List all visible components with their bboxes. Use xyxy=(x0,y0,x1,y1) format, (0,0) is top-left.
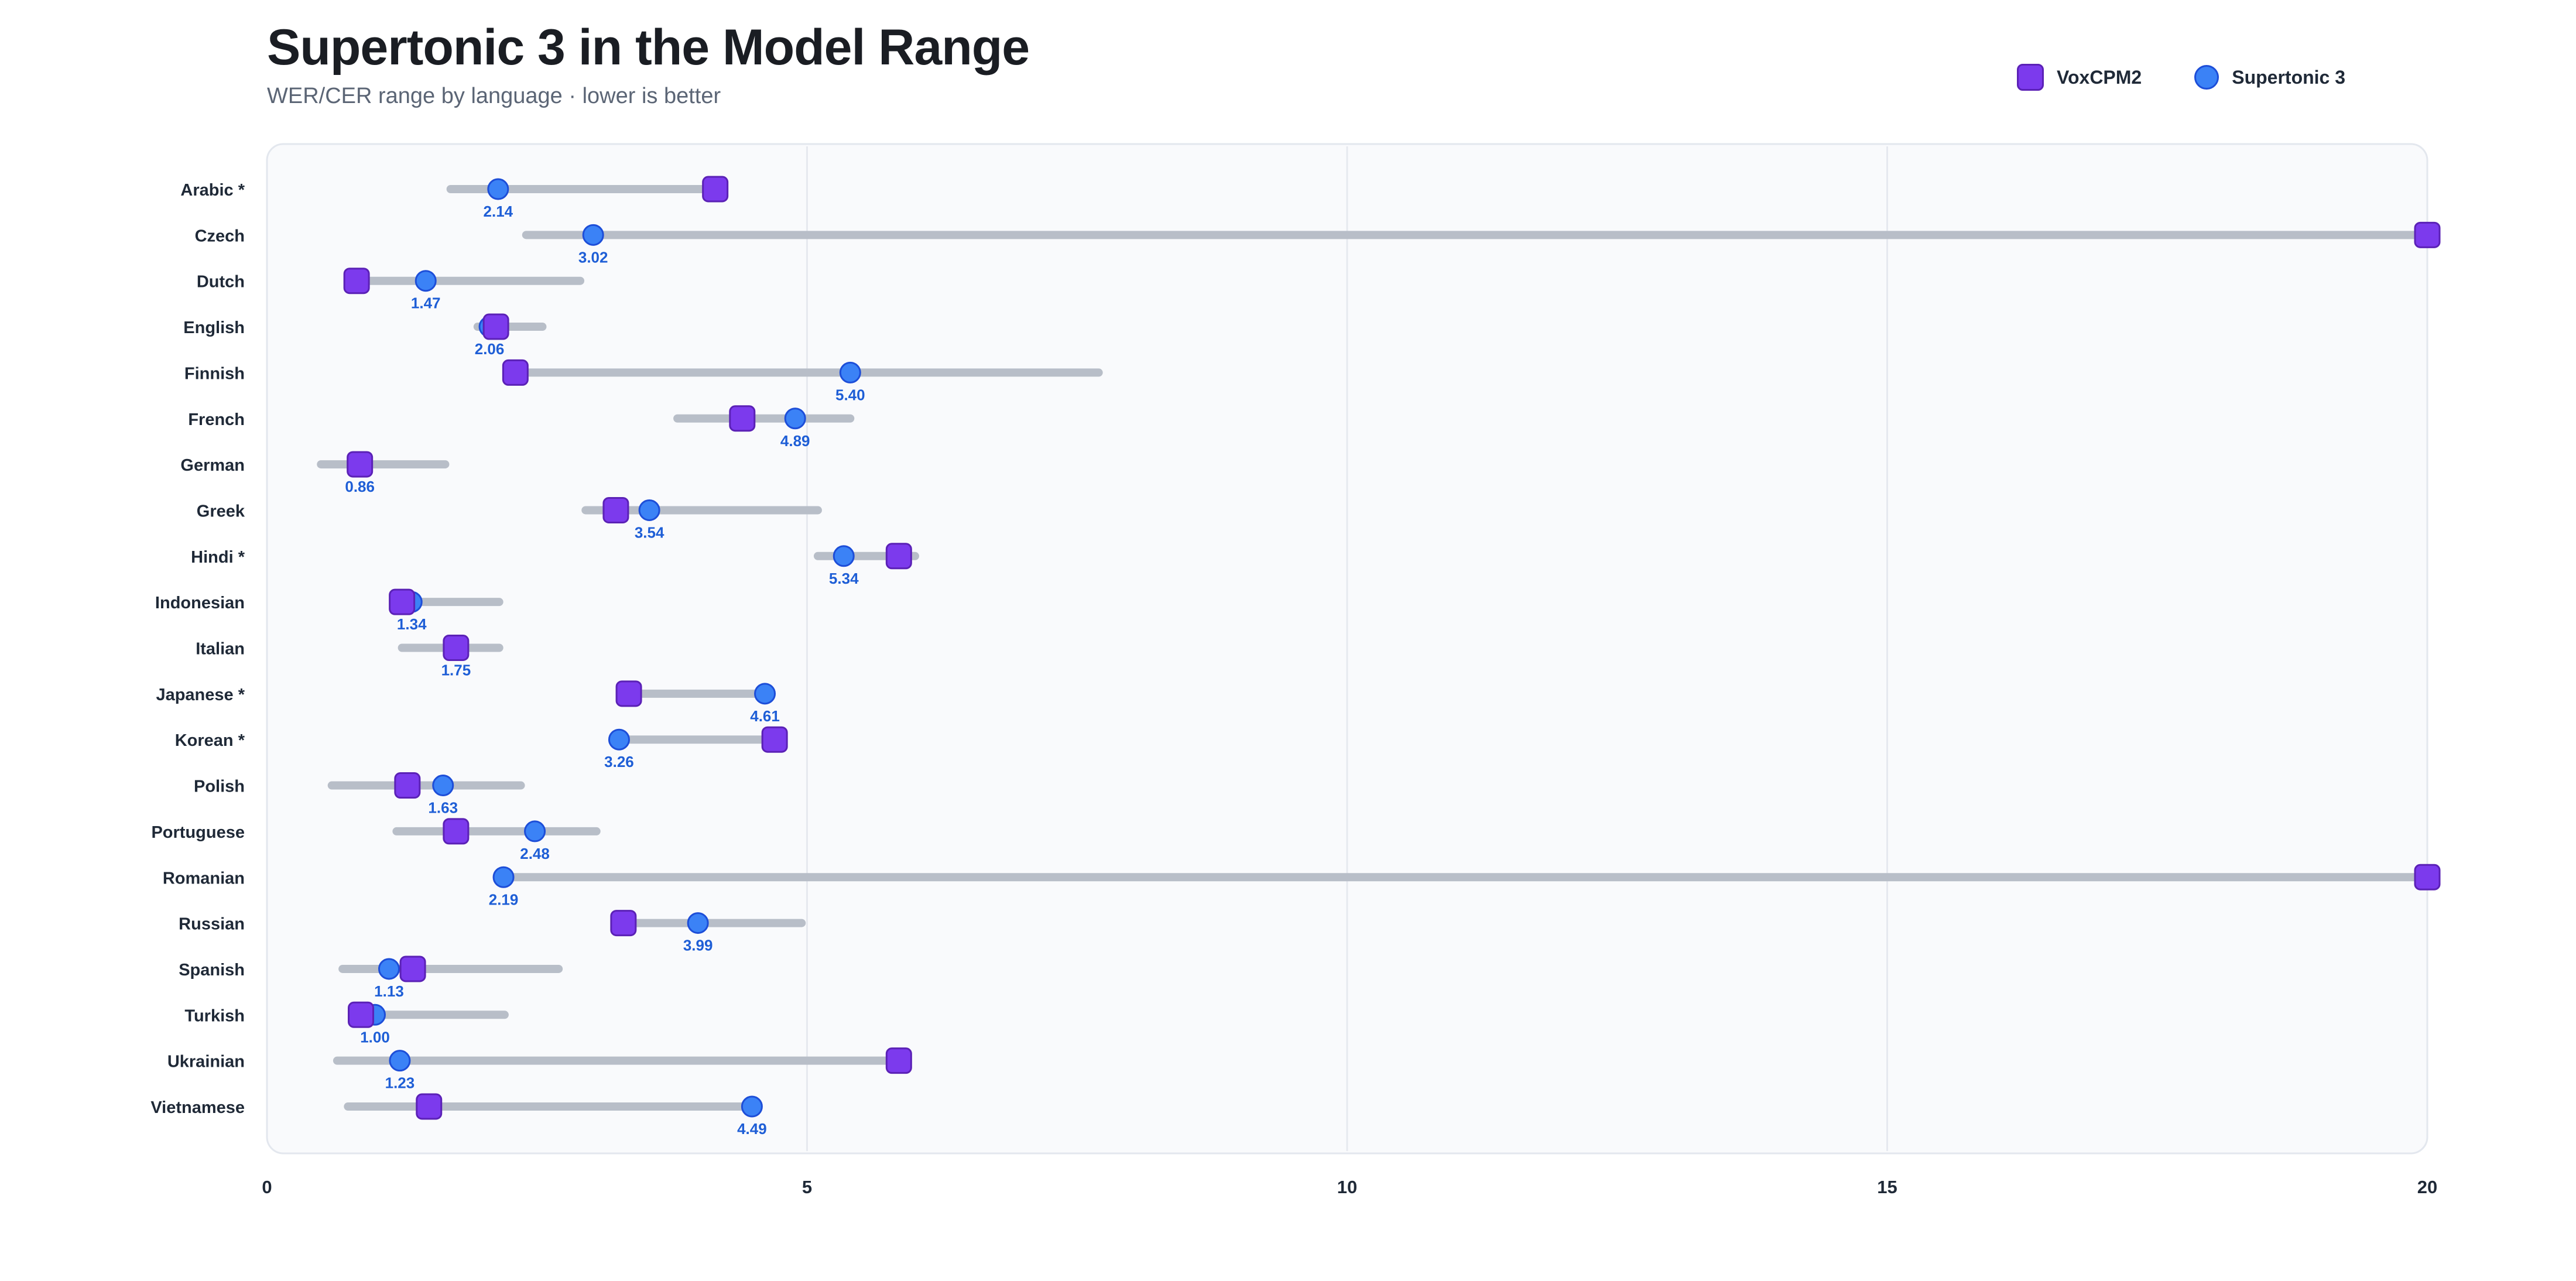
voxcpm2-marker xyxy=(394,772,421,799)
data-label: 4.61 xyxy=(750,707,780,725)
data-label: 1.13 xyxy=(374,982,404,1000)
x-tick-label: 15 xyxy=(1877,1177,1897,1197)
voxcpm2-marker xyxy=(343,268,370,294)
data-label: 2.14 xyxy=(484,203,513,220)
legend-label-supertonic3: Supertonic 3 xyxy=(2232,66,2346,88)
data-label: 1.23 xyxy=(385,1074,415,1092)
voxcpm2-marker xyxy=(2414,221,2441,248)
supertonic3-marker xyxy=(487,178,509,200)
data-label: 3.02 xyxy=(578,248,608,266)
markers xyxy=(343,176,2441,1120)
category-label: French xyxy=(188,410,245,429)
data-label: 4.89 xyxy=(780,432,810,450)
voxcpm2-marker xyxy=(602,496,629,523)
data-label: 1.75 xyxy=(441,662,471,679)
x-axis-ticks: 0 5 10 15 20 xyxy=(262,1177,2437,1197)
category-label: Romanian xyxy=(163,869,245,888)
data-label: 4.49 xyxy=(737,1120,767,1138)
data-label: 2.06 xyxy=(475,340,505,358)
category-label: Spanish xyxy=(179,961,245,979)
supertonic3-marker xyxy=(754,683,776,705)
data-label: 3.54 xyxy=(635,523,664,541)
x-tick-label: 5 xyxy=(802,1177,812,1197)
category-label: Japanese * xyxy=(156,686,245,704)
voxcpm2-marker xyxy=(389,588,416,615)
chart-title: Supertonic 3 in the Model Range xyxy=(267,19,1030,76)
voxcpm2-marker xyxy=(443,635,470,661)
x-tick-label: 20 xyxy=(2417,1177,2437,1197)
voxcpm2-marker xyxy=(761,726,788,753)
category-label: Polish xyxy=(194,777,245,796)
supertonic3-marker xyxy=(839,361,861,383)
supertonic3-marker xyxy=(492,866,515,888)
supertonic3-marker xyxy=(741,1095,763,1118)
supertonic3-marker xyxy=(784,407,806,430)
category-label: Ukrainian xyxy=(167,1053,245,1071)
gridlines xyxy=(806,146,1888,1151)
category-label: Greek xyxy=(197,502,245,520)
supertonic3-marker xyxy=(833,545,855,567)
voxcpm2-marker xyxy=(729,405,756,432)
data-label: 0.86 xyxy=(345,478,375,495)
data-label: 1.34 xyxy=(397,615,427,633)
voxcpm2-marker xyxy=(416,1093,443,1120)
data-label: 2.48 xyxy=(520,845,550,862)
voxcpm2-marker xyxy=(347,451,374,478)
voxcpm2-marker xyxy=(885,543,912,570)
legend-circle-icon xyxy=(2194,65,2219,90)
data-label: 3.99 xyxy=(683,937,713,954)
legend-square-icon xyxy=(2017,64,2044,91)
data-label: 1.63 xyxy=(428,799,458,817)
voxcpm2-marker xyxy=(615,680,642,707)
supertonic3-marker xyxy=(415,270,437,292)
category-label: Vietnamese xyxy=(150,1098,245,1117)
supertonic3-marker xyxy=(638,499,660,521)
category-label: English xyxy=(183,318,245,337)
data-label: 3.26 xyxy=(604,753,634,770)
category-label: Hindi * xyxy=(191,548,245,567)
category-label: German xyxy=(180,456,245,475)
category-label: Dutch xyxy=(197,273,245,292)
category-label: Indonesian xyxy=(155,594,245,612)
supertonic3-marker xyxy=(432,775,454,797)
x-tick-label: 0 xyxy=(262,1177,272,1197)
x-tick-label: 10 xyxy=(1337,1177,1357,1197)
category-label: Arabic * xyxy=(180,181,245,200)
data-label: 2.19 xyxy=(489,890,519,908)
category-label: Finnish xyxy=(184,364,245,383)
voxcpm2-marker xyxy=(482,313,509,340)
data-label: 5.34 xyxy=(829,570,859,587)
voxcpm2-marker xyxy=(399,955,426,982)
voxcpm2-marker xyxy=(2414,864,2441,890)
value-labels: 2.14 3.02 1.47 2.06 5.40 4.89 0.86 3.54 5.34 1.34… xyxy=(345,203,865,1138)
category-label: Italian xyxy=(196,640,245,659)
data-label: 1.47 xyxy=(411,294,441,312)
legend: VoxCPM2 Supertonic 3 xyxy=(2017,61,2398,93)
voxcpm2-marker xyxy=(702,176,729,203)
category-label: Turkish xyxy=(184,1006,245,1025)
supertonic3-marker xyxy=(389,1050,411,1072)
chart-subtitle: WER/CER range by language · lower is bet… xyxy=(267,84,721,108)
category-label: Russian xyxy=(179,915,245,934)
legend-item-supertonic3[interactable]: Supertonic 3 xyxy=(2194,65,2345,90)
supertonic3-marker xyxy=(582,224,604,246)
legend-label-voxcpm2: VoxCPM2 xyxy=(2057,66,2142,88)
data-label: 1.00 xyxy=(360,1028,390,1046)
supertonic3-marker xyxy=(524,820,546,842)
voxcpm2-marker xyxy=(610,910,637,937)
category-label: Korean * xyxy=(175,731,245,750)
category-labels: Arabic * Czech Dutch English Finnish French Ge… xyxy=(150,181,245,1117)
voxcpm2-marker xyxy=(348,1001,375,1028)
supertonic3-marker xyxy=(687,912,709,934)
category-label: Portuguese xyxy=(151,823,245,842)
supertonic3-marker xyxy=(608,728,630,751)
voxcpm2-marker xyxy=(443,818,470,845)
category-label: Czech xyxy=(195,227,245,245)
supertonic3-marker xyxy=(378,958,400,980)
voxcpm2-marker xyxy=(885,1047,912,1074)
data-label: 5.40 xyxy=(835,386,865,403)
voxcpm2-marker xyxy=(502,359,529,386)
legend-item-voxcpm2[interactable]: VoxCPM2 xyxy=(2017,64,2142,91)
